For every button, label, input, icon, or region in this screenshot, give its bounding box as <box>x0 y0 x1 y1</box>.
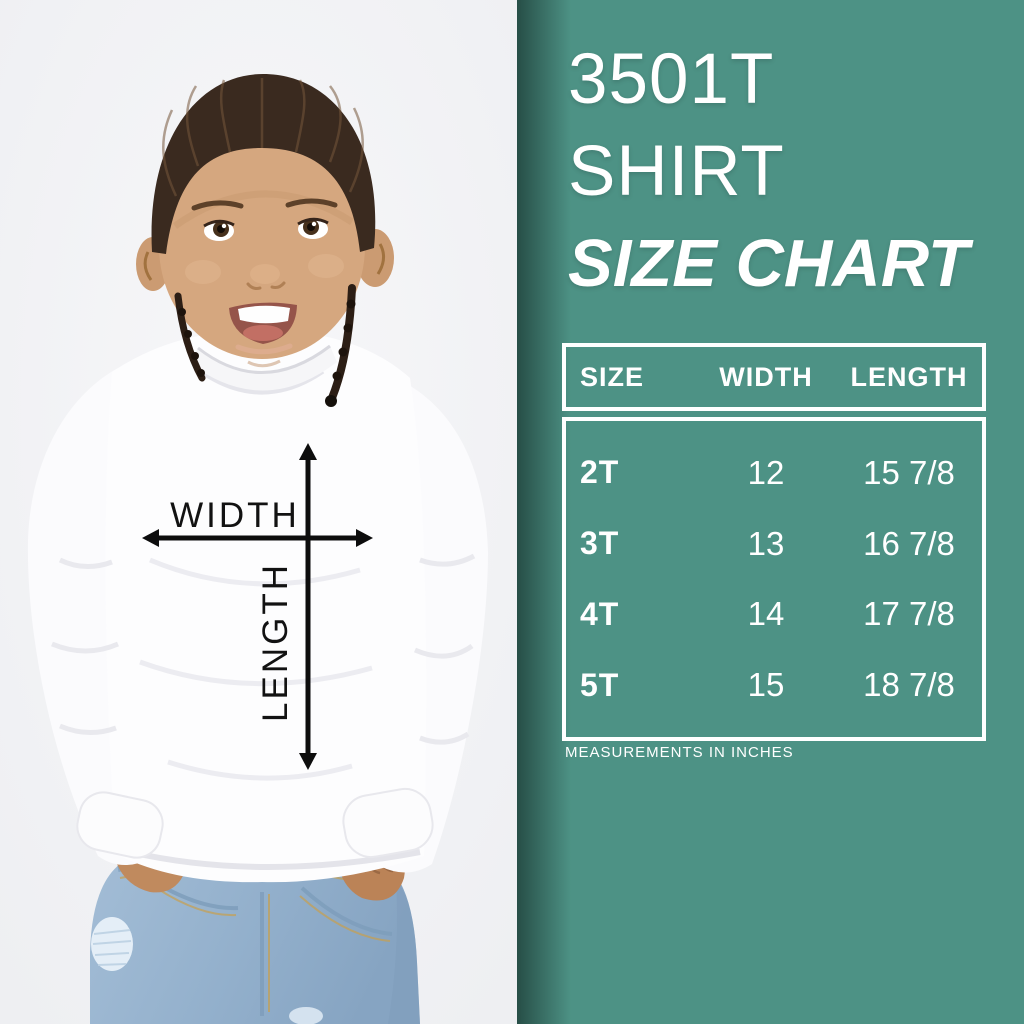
size-chart-table: SIZE WIDTH LENGTH 2T 12 15 7/8 3T 13 16 … <box>562 343 986 741</box>
title-line-1: 3501T <box>568 40 775 119</box>
collar <box>191 346 337 391</box>
sleeve-cuffs <box>76 787 434 859</box>
head <box>136 74 394 407</box>
column-header-width: WIDTH <box>719 361 813 392</box>
table-header-row: SIZE WIDTH LENGTH <box>562 343 986 411</box>
column-header-size: SIZE <box>580 361 645 392</box>
right-eyebrow <box>285 198 338 208</box>
braided-hair <box>151 74 376 254</box>
product-photo-panel: WIDTH LENGTH <box>0 0 517 1024</box>
size-cell: 4T <box>580 595 620 632</box>
title-line-2: SHIRT <box>568 132 785 211</box>
width-cell: 15 <box>747 666 785 704</box>
table-body: 2T 12 15 7/8 3T 13 16 7/8 4T 14 17 7/8 5… <box>562 417 986 741</box>
eyes <box>203 217 329 241</box>
length-cell: 17 7/8 <box>863 595 955 633</box>
title-line-3: SIZE CHART <box>568 226 969 301</box>
shirt <box>27 330 488 883</box>
size-chart-panel: 3501T SHIRT SIZE CHART SIZE WIDTH LENGTH… <box>517 0 1024 1024</box>
length-cell: 16 7/8 <box>863 524 955 562</box>
measurement-arrows: WIDTH LENGTH <box>142 443 373 770</box>
length-label: LENGTH <box>256 562 295 722</box>
child-figure <box>27 74 488 1024</box>
hanging-braids <box>174 284 356 407</box>
length-cell: 18 7/8 <box>863 666 955 704</box>
face <box>159 133 365 359</box>
units-note: MEASUREMENTS IN INCHES <box>565 744 794 761</box>
width-cell: 13 <box>747 524 785 562</box>
length-cell: 15 7/8 <box>863 453 955 491</box>
size-cell: 3T <box>580 525 620 562</box>
table-row: 5T 15 18 7/8 <box>566 666 982 704</box>
table-row: 2T 12 15 7/8 <box>566 454 982 492</box>
width-arrow <box>142 529 373 547</box>
length-arrow <box>299 443 317 770</box>
size-cell: 5T <box>580 666 620 703</box>
table-row: 4T 14 17 7/8 <box>566 595 982 633</box>
column-header-length: LENGTH <box>850 361 968 392</box>
left-eyebrow <box>191 200 244 211</box>
table-row: 3T 13 16 7/8 <box>566 525 982 563</box>
mouth <box>229 302 297 355</box>
width-cell: 12 <box>747 453 785 491</box>
width-label: WIDTH <box>170 496 300 535</box>
nose <box>250 264 280 284</box>
toddler-photo-illustration: WIDTH LENGTH <box>0 0 517 1024</box>
width-cell: 14 <box>747 595 785 633</box>
size-cell: 2T <box>580 454 620 491</box>
panel-title: 3501T SHIRT SIZE CHART <box>568 34 969 310</box>
